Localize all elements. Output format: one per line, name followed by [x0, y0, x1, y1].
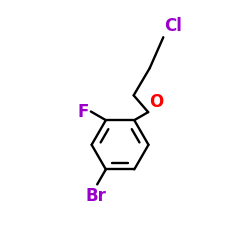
Text: O: O	[150, 93, 164, 111]
Text: Cl: Cl	[164, 17, 182, 35]
Text: Br: Br	[86, 187, 106, 205]
Text: F: F	[78, 102, 89, 120]
